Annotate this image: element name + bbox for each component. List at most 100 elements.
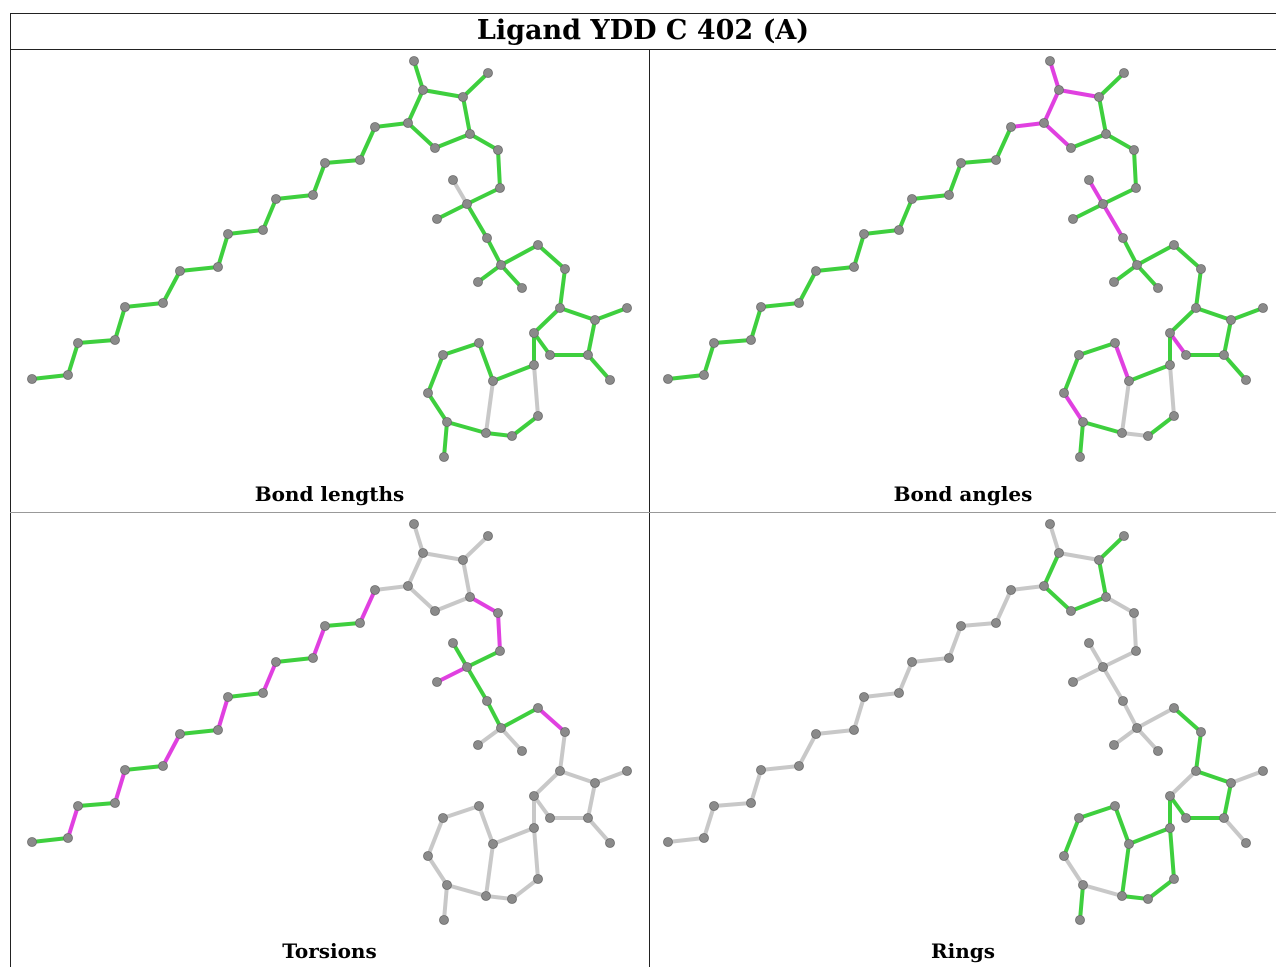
bond (1168, 769, 1198, 798)
bond (1077, 341, 1117, 357)
bond (66, 341, 80, 377)
atom (1241, 375, 1251, 385)
atom (1098, 662, 1108, 672)
bond (323, 621, 362, 628)
bond (1222, 816, 1248, 845)
atom (483, 68, 493, 78)
bond (1132, 611, 1138, 653)
bond (1071, 665, 1105, 684)
atom (560, 264, 570, 274)
bond (959, 158, 998, 165)
bond (1097, 534, 1126, 562)
atom (439, 452, 449, 462)
atom (849, 725, 859, 735)
atom (442, 417, 452, 427)
bond (477, 341, 495, 383)
atom (223, 229, 233, 239)
border-left (10, 13, 11, 967)
bond (426, 391, 449, 424)
atom (63, 833, 73, 843)
atom (560, 727, 570, 737)
atom (370, 122, 380, 132)
atom (1074, 813, 1084, 823)
bond (1120, 842, 1131, 898)
atom (944, 190, 954, 200)
bond (532, 306, 562, 335)
bond (862, 691, 901, 699)
atom (430, 143, 440, 153)
bond (1062, 391, 1085, 424)
atom (1054, 85, 1064, 95)
bond (216, 695, 230, 732)
atom (1169, 240, 1179, 250)
bond (1222, 781, 1233, 820)
bond (1077, 804, 1117, 820)
bond (586, 781, 597, 820)
bond (485, 699, 503, 730)
bond (216, 232, 230, 269)
atom (1181, 350, 1191, 360)
bond (759, 764, 801, 772)
atom (482, 233, 492, 243)
bond (1097, 95, 1108, 136)
bond (161, 269, 182, 305)
bond (461, 95, 472, 136)
bond (311, 624, 327, 660)
atom (1169, 703, 1179, 713)
atom (496, 723, 506, 733)
bond (461, 534, 490, 562)
molecule-rings (663, 519, 1268, 925)
atom (1165, 823, 1175, 833)
atom (1084, 638, 1094, 648)
panel-label: Torsions (282, 939, 377, 963)
atom (1258, 766, 1268, 776)
bond (468, 132, 500, 152)
bond (712, 801, 753, 808)
atom (120, 765, 130, 775)
atom (1045, 56, 1055, 66)
bond (558, 730, 567, 773)
bond (499, 243, 540, 267)
bond (485, 236, 503, 267)
bond (558, 769, 597, 785)
atom (1074, 350, 1084, 360)
atom (474, 338, 484, 348)
bond (593, 306, 629, 322)
bond (947, 161, 963, 197)
bond (910, 656, 951, 664)
atom (120, 302, 130, 312)
bond (1101, 665, 1125, 703)
atom (1153, 283, 1163, 293)
atom (1132, 723, 1142, 733)
atom (1110, 338, 1120, 348)
atom (1196, 264, 1206, 274)
atom (1119, 68, 1129, 78)
atom (1241, 838, 1251, 848)
bond (1132, 148, 1138, 190)
atom (320, 158, 330, 168)
bond (666, 373, 706, 381)
atom (545, 813, 555, 823)
atom (622, 303, 632, 313)
atom (1110, 801, 1120, 811)
bond (1009, 584, 1046, 592)
atom (423, 851, 433, 861)
bond (499, 726, 524, 753)
bond (1113, 341, 1131, 383)
atom (756, 765, 766, 775)
bond (261, 660, 278, 695)
bond (749, 305, 763, 342)
bond (465, 665, 489, 703)
atom (1054, 548, 1064, 558)
atom (555, 303, 565, 313)
bond (161, 732, 182, 768)
atom (507, 894, 517, 904)
bond (123, 764, 165, 772)
atom (529, 360, 539, 370)
bond (358, 588, 377, 625)
atom (622, 766, 632, 776)
atom (1118, 696, 1128, 706)
row-divider-right (649, 512, 1276, 513)
bond (1101, 649, 1138, 669)
bond (593, 769, 629, 785)
